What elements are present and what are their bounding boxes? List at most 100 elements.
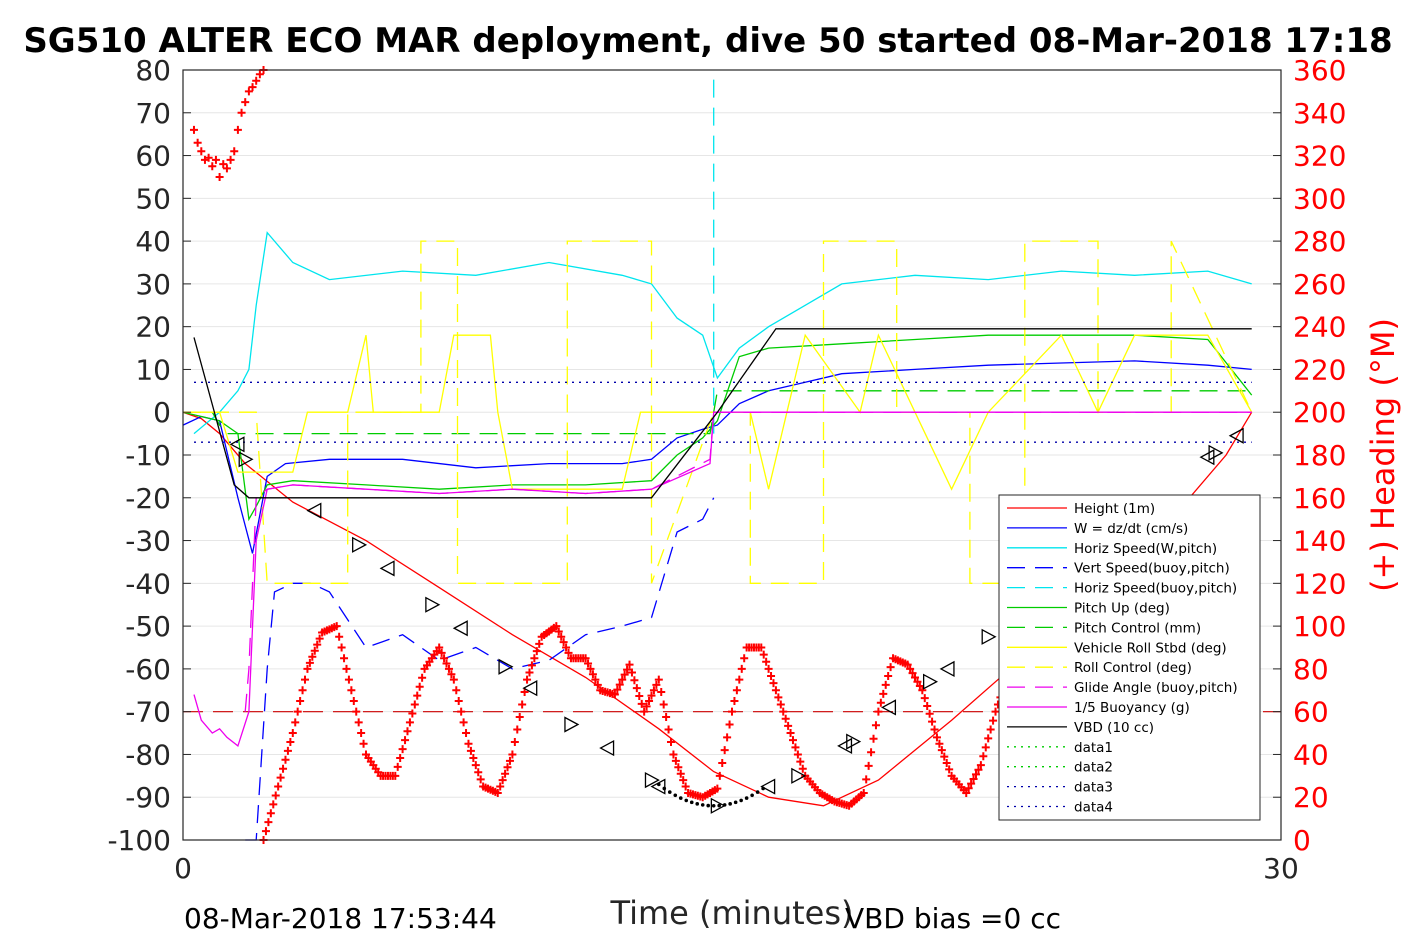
heading-point <box>862 775 871 784</box>
heading-point <box>659 700 668 709</box>
heading-point <box>498 776 507 785</box>
y-right-tick-label: 40 <box>1293 738 1329 771</box>
y-right-tick-label: 300 <box>1293 182 1346 215</box>
heading-point <box>981 743 990 752</box>
y-tick-label: -50 <box>125 610 171 643</box>
heading-point <box>908 669 917 678</box>
heading-point <box>197 147 206 156</box>
height-dot <box>739 798 743 803</box>
heading-point <box>222 164 231 173</box>
height-dot <box>717 803 721 808</box>
heading-point <box>945 765 954 774</box>
triangle-marker <box>1208 444 1224 461</box>
triangle-marker <box>650 778 666 795</box>
y-tick-label: -80 <box>125 738 171 771</box>
triangle-marker <box>981 628 997 645</box>
heading-point <box>649 686 658 695</box>
legend-entry: Vert Speed(buoy,pitch) <box>1074 561 1230 577</box>
heading-point <box>640 707 649 716</box>
heading-point <box>440 654 449 663</box>
heading-point <box>989 716 998 725</box>
heading-point <box>740 654 749 663</box>
heading-point <box>581 654 590 663</box>
height-dot <box>744 796 749 800</box>
heading-point <box>552 622 561 631</box>
legend-entry: VBD (10 cc) <box>1074 720 1154 736</box>
heading-point <box>967 779 976 788</box>
y-tick-label: 70 <box>135 97 171 130</box>
triangle-marker <box>791 767 807 784</box>
height-dot <box>755 790 760 794</box>
heading-point <box>393 762 402 771</box>
triangle-marker <box>1199 449 1215 466</box>
heading-point <box>728 707 736 716</box>
heading-point <box>962 788 971 797</box>
heading-point <box>767 672 776 681</box>
heading-point <box>779 707 788 716</box>
heading-point <box>520 688 529 697</box>
heading-point <box>313 640 322 649</box>
heading-point <box>503 763 512 772</box>
heading-point <box>332 622 341 631</box>
legend-entry: W = dz/dt (cm/s) <box>1074 521 1188 537</box>
y-right-tick-label: 360 <box>1293 54 1346 87</box>
x-tick-label: 0 <box>174 852 192 885</box>
legend: Height (1m) W = dz/dt (cm/s) Horiz Speed(W… <box>998 494 1261 821</box>
heading-point <box>879 689 888 698</box>
heading-point <box>462 729 471 738</box>
heading-point <box>972 770 980 779</box>
heading-point <box>405 718 414 727</box>
triangle-marker <box>599 739 615 757</box>
heading-point <box>286 737 295 746</box>
y-right-tick-label: 100 <box>1293 610 1346 643</box>
heading-point <box>347 686 356 695</box>
heading-point <box>525 668 534 677</box>
heading-point <box>288 729 297 738</box>
legend-entry: Vehicle Roll Stbd (deg) <box>1074 640 1227 656</box>
heading-point <box>652 680 661 689</box>
heading-point <box>474 768 483 777</box>
heading-point <box>508 750 517 759</box>
heading-point <box>457 707 466 716</box>
heading-point <box>269 800 278 809</box>
heading-point <box>757 643 766 652</box>
heading-point <box>769 679 778 688</box>
heading-point <box>248 83 257 92</box>
y-tick-label: -40 <box>125 567 171 600</box>
heading-point <box>279 764 288 773</box>
heading-point <box>505 756 514 765</box>
heading-point <box>762 657 771 666</box>
height-dot <box>673 793 678 798</box>
triangle-marker <box>846 733 862 750</box>
heading-point <box>310 646 319 655</box>
heading-point <box>859 788 868 797</box>
heading-point <box>518 700 527 709</box>
heading-point <box>593 680 602 689</box>
heading-point <box>298 686 307 695</box>
heading-point <box>510 737 519 746</box>
heading-point <box>401 736 410 745</box>
heading-point <box>713 784 722 793</box>
heading-point <box>671 756 680 765</box>
heading-point <box>591 675 600 684</box>
y-tick-label: 50 <box>135 182 171 215</box>
y-right-tick-label: 220 <box>1293 353 1346 386</box>
heading-point <box>932 733 941 742</box>
x-axis-ticks: 0 30 <box>174 832 1299 885</box>
heading-point <box>208 162 217 171</box>
y-tick-label: -100 <box>107 824 171 857</box>
heading-point <box>437 648 446 657</box>
heading-point <box>532 647 541 656</box>
heading-point <box>261 827 270 836</box>
heading-point <box>189 125 198 134</box>
heading-point <box>562 643 571 652</box>
heading-point <box>554 627 563 636</box>
heading-point <box>454 696 463 705</box>
y-right-tick-label: 140 <box>1293 525 1346 558</box>
heading-point <box>627 668 636 677</box>
heading-point <box>349 696 358 705</box>
heading-point <box>715 771 724 780</box>
x-axis-label: Time (minutes) <box>610 894 854 932</box>
heading-point <box>340 654 349 663</box>
heading-point <box>781 714 790 723</box>
